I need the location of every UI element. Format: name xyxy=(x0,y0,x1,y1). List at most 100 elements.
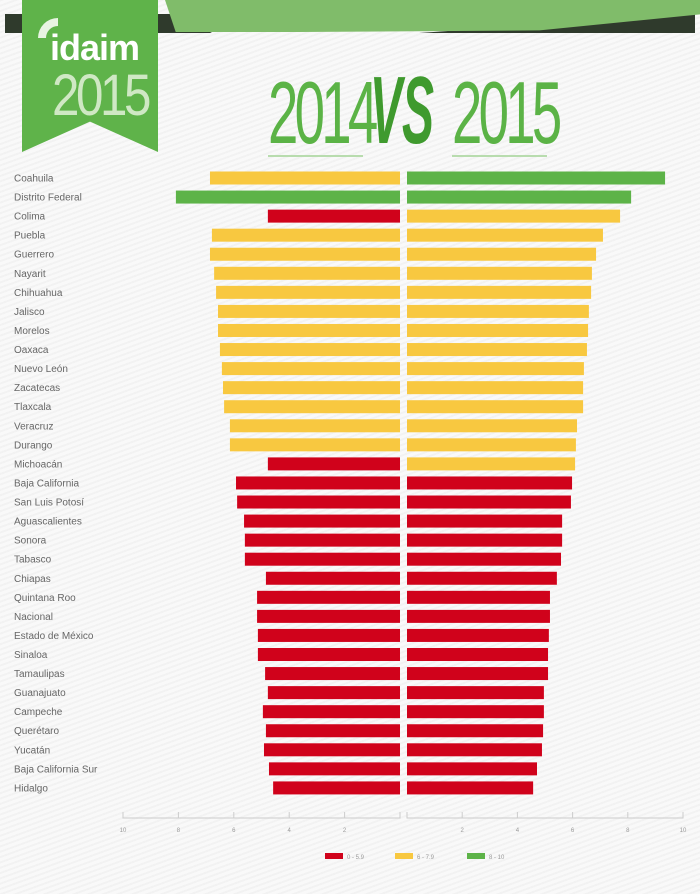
right-tick-label: 2 xyxy=(461,828,465,834)
category-label: Distrito Federal xyxy=(14,193,82,204)
logo-year: 2015 xyxy=(52,63,151,128)
legend-label: 8 - 10 xyxy=(489,855,505,861)
bar-2015 xyxy=(407,571,557,585)
category-label: Sonora xyxy=(14,536,47,547)
bar-2015 xyxy=(407,190,632,204)
left-tick-label: 10 xyxy=(120,828,127,834)
bar-2014 xyxy=(244,533,400,547)
legend-swatch xyxy=(395,853,413,859)
category-label: Campeche xyxy=(14,707,63,718)
category-label: Colima xyxy=(14,212,46,223)
bar-2015 xyxy=(407,285,592,299)
right-tick-label: 4 xyxy=(516,828,520,834)
bar-2015 xyxy=(407,476,573,490)
bar-2015 xyxy=(407,724,544,738)
right-tick-label: 8 xyxy=(626,828,630,834)
bar-2015 xyxy=(407,247,597,261)
bar-2014 xyxy=(257,648,400,661)
bar-2014 xyxy=(244,514,400,528)
bar-2014 xyxy=(224,400,400,414)
left-tick-label: 6 xyxy=(232,828,236,834)
bar-2014 xyxy=(216,285,400,299)
bar-2015 xyxy=(407,457,576,471)
bar-2014 xyxy=(175,190,400,204)
bar-2014 xyxy=(237,495,400,509)
right-tick-label: 10 xyxy=(680,828,687,834)
bar-2015 xyxy=(407,533,563,547)
bar-2014 xyxy=(257,628,400,642)
bar-2015 xyxy=(407,419,578,433)
bar-2014 xyxy=(265,724,400,738)
bar-2014 xyxy=(211,228,400,242)
category-label: Tamaulipas xyxy=(14,669,65,680)
category-label: Morelos xyxy=(14,326,50,337)
category-label: Guerrero xyxy=(14,250,54,261)
bar-2014 xyxy=(218,304,400,318)
category-label: Nuevo León xyxy=(14,364,68,375)
bar-2015 xyxy=(407,438,576,452)
bar-2014 xyxy=(222,381,400,395)
bar-2015 xyxy=(407,209,621,223)
bar-2015 xyxy=(407,381,584,395)
title-left-underline xyxy=(268,155,363,157)
bar-2015 xyxy=(407,323,589,337)
bar-2015 xyxy=(407,266,592,280)
bar-2015 xyxy=(407,304,589,318)
bar-2015 xyxy=(407,762,537,776)
bar-2015 xyxy=(407,362,584,376)
legend-label: 0 - 5.9 xyxy=(347,855,365,861)
bar-2014 xyxy=(209,171,400,185)
category-label: Veracruz xyxy=(14,421,53,432)
category-label: Sinaloa xyxy=(14,650,48,661)
bar-2014 xyxy=(267,457,400,471)
bar-2015 xyxy=(407,228,603,242)
bar-2015 xyxy=(407,552,562,566)
bar-2014 xyxy=(267,209,400,223)
bar-2014 xyxy=(257,590,400,604)
category-label: Querétaro xyxy=(14,726,59,737)
right-tick-label: 6 xyxy=(571,828,575,834)
left-axis xyxy=(122,812,401,819)
category-label: Chihuahua xyxy=(14,288,63,299)
category-label: Nacional xyxy=(14,612,53,623)
category-label: Yucatán xyxy=(14,745,50,756)
legend-swatch xyxy=(467,853,485,859)
left-tick-label: 8 xyxy=(177,828,181,834)
legend-swatch xyxy=(325,853,343,859)
logo-arc-icon xyxy=(38,18,58,38)
category-label: Baja California Sur xyxy=(14,764,98,775)
category-label: Michoacán xyxy=(14,459,62,470)
bar-2015 xyxy=(407,686,544,700)
title-right-underline xyxy=(452,155,547,157)
category-label: Zacatecas xyxy=(14,383,60,394)
right-axis xyxy=(406,812,684,819)
bar-2014 xyxy=(268,762,400,776)
category-label: Baja California xyxy=(14,478,79,489)
category-label: Estado de México xyxy=(14,631,94,642)
bar-2015 xyxy=(407,171,666,185)
category-label: Hidalgo xyxy=(14,783,48,794)
title-vs: VS xyxy=(370,57,435,164)
bar-2014 xyxy=(221,362,400,376)
title-left-year: 2014 xyxy=(268,63,378,162)
bar-2014 xyxy=(273,781,400,795)
category-label: Chiapas xyxy=(14,574,51,585)
bar-2014 xyxy=(244,552,400,566)
category-label: Tlaxcala xyxy=(14,402,52,413)
category-label: Nayarit xyxy=(14,269,46,280)
bar-2014 xyxy=(265,571,400,585)
bar-2015 xyxy=(407,609,550,623)
bar-2014 xyxy=(262,705,400,719)
bar-2014 xyxy=(219,343,400,357)
left-tick-label: 4 xyxy=(288,828,292,834)
bar-2014 xyxy=(209,247,400,261)
bar-2015 xyxy=(407,495,571,509)
bar-2015 xyxy=(407,648,549,661)
category-label: Jalisco xyxy=(14,307,45,318)
category-label: Durango xyxy=(14,440,53,451)
bar-2014 xyxy=(265,667,400,681)
bar-2015 xyxy=(407,628,549,642)
category-label: San Luis Potosí xyxy=(14,498,84,509)
title-right-year: 2015 xyxy=(452,63,562,162)
bar-2014 xyxy=(218,323,400,337)
